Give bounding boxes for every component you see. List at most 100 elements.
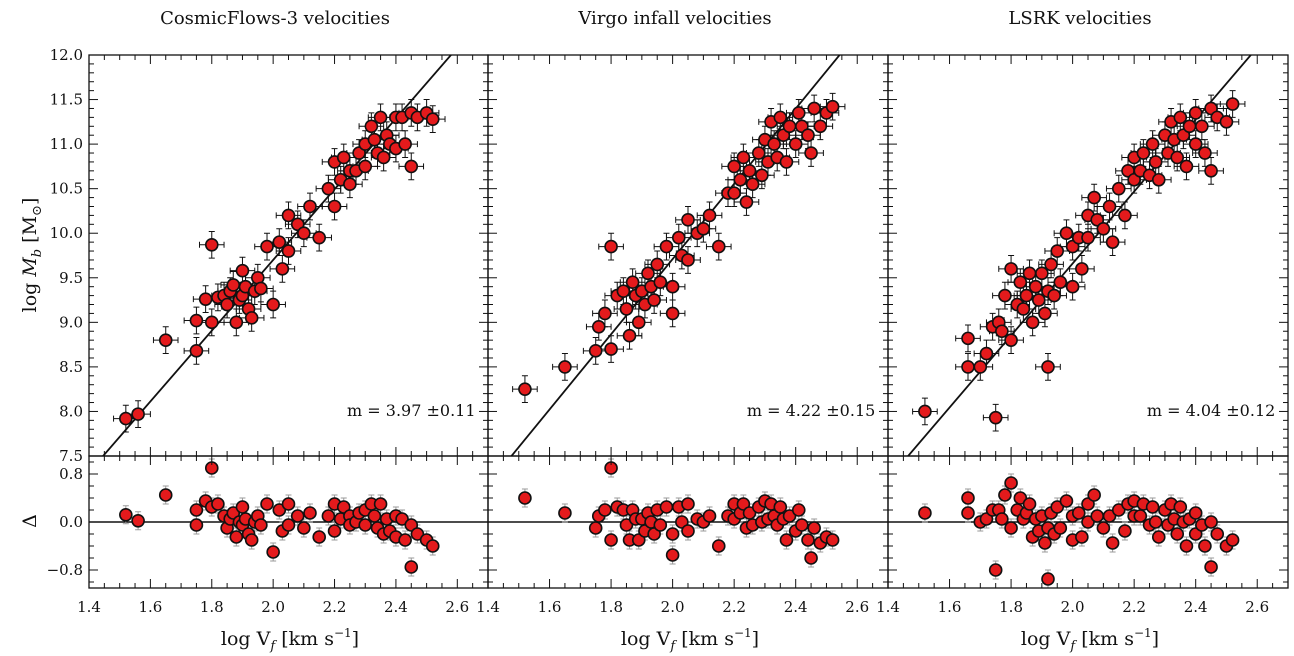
- data-point: [681, 213, 695, 227]
- residual-point: [158, 488, 173, 502]
- data-point: [681, 253, 695, 267]
- data-point: [189, 313, 204, 328]
- y-tick-label-top: 11.5: [50, 91, 83, 109]
- data-point: [1041, 360, 1055, 374]
- data-point: [518, 382, 532, 396]
- residual-point: [1148, 515, 1163, 529]
- data-point: [1102, 199, 1117, 214]
- data-point: [220, 297, 234, 312]
- x-tick-label: 2.2: [722, 598, 746, 616]
- residual-point: [1111, 503, 1126, 517]
- data-point: [198, 292, 213, 306]
- data-point: [1198, 146, 1212, 160]
- y-tick-label-top: 12.0: [50, 46, 83, 64]
- data-point: [631, 315, 646, 330]
- data-point: [229, 315, 244, 330]
- data-point: [653, 275, 668, 290]
- residual-point: [1151, 530, 1166, 544]
- residual-point: [211, 497, 225, 511]
- data-point: [336, 150, 351, 165]
- data-point: [625, 275, 640, 290]
- residual-point: [235, 500, 250, 514]
- residual-point: [395, 512, 409, 526]
- data-point: [591, 319, 606, 334]
- x-axis-label-3: log Vf [km s−1]: [1021, 626, 1159, 654]
- residual-point: [665, 548, 680, 562]
- y-tick-label-top: 10.5: [50, 180, 83, 198]
- residual-point: [410, 527, 425, 541]
- data-point: [1225, 97, 1240, 111]
- residual-point: [1004, 476, 1018, 490]
- residual-point: [1170, 527, 1185, 541]
- data-point: [303, 199, 317, 214]
- x-tick-label: 1.4: [77, 598, 101, 616]
- data-point: [404, 159, 419, 174]
- residual-point: [702, 509, 717, 523]
- residual-point: [327, 524, 342, 538]
- data-point: [647, 293, 661, 307]
- residual-point: [1210, 527, 1225, 541]
- data-point: [767, 137, 781, 151]
- data-point: [804, 146, 818, 160]
- residual-point: [998, 488, 1012, 502]
- residual-point: [1118, 524, 1132, 538]
- y-tick-label-top: 7.5: [59, 447, 83, 465]
- residual-point: [425, 539, 440, 553]
- data-point: [1044, 257, 1058, 272]
- data-point: [727, 186, 741, 200]
- x-tick-label: 2.6: [1245, 598, 1269, 616]
- y-tick-label-top: 9.5: [59, 269, 83, 287]
- data-point: [813, 119, 828, 134]
- data-point: [373, 110, 388, 125]
- residual-point: [1173, 500, 1188, 514]
- data-point: [988, 410, 1003, 425]
- residual-point: [988, 563, 1003, 577]
- x-tick-label: 2.0: [261, 598, 285, 616]
- data-point: [1087, 190, 1101, 205]
- data-point: [297, 226, 311, 241]
- data-point: [1075, 262, 1089, 276]
- residual-point: [918, 506, 932, 520]
- x-tick-label: 1.4: [476, 598, 500, 616]
- top-scatter-layer: [512, 92, 846, 404]
- x-tick-label: 2.0: [661, 598, 685, 616]
- residual-point: [653, 518, 668, 532]
- top-scatter-layer: [113, 99, 446, 433]
- data-point: [281, 208, 296, 223]
- residual-point: [1204, 560, 1218, 574]
- residual-point: [801, 533, 815, 547]
- residual-point: [367, 509, 382, 523]
- x-tick-label: 2.4: [1184, 598, 1208, 616]
- data-point: [189, 344, 204, 358]
- residual-point: [1145, 500, 1160, 514]
- data-point: [650, 257, 665, 272]
- data-point: [558, 360, 572, 374]
- data-point: [1047, 288, 1061, 303]
- data-point: [604, 342, 618, 356]
- slope-annotation: m = 4.22 ±0.15: [747, 401, 876, 420]
- data-point: [1219, 115, 1234, 129]
- residual-point: [254, 518, 268, 532]
- data-point: [773, 110, 788, 125]
- residual-point: [189, 518, 204, 532]
- y-tick-label-bottom: 0.8: [59, 465, 83, 483]
- y-tick-label-bottom: −0.8: [47, 561, 83, 579]
- y-tick-label-top: 11.0: [50, 135, 83, 153]
- data-point: [807, 101, 821, 116]
- residual-point: [558, 506, 572, 520]
- x-tick-label: 1.4: [876, 598, 900, 616]
- panels-container: 1.4 1.6 1.8 2.0 2.2 2.4 2.6 7.5 8.0 8.5 9.0 9.5 10.0…: [47, 46, 1289, 616]
- data-point: [204, 238, 219, 252]
- data-point: [1053, 275, 1068, 290]
- panel-title-2: Virgo infall velocities: [577, 8, 771, 29]
- residual-point: [1198, 539, 1212, 553]
- y-tick-label-top: 8.0: [59, 402, 83, 420]
- data-point: [702, 208, 717, 223]
- data-point: [244, 311, 259, 325]
- data-point: [1179, 159, 1194, 174]
- residual-point: [598, 503, 612, 517]
- y-tick-label-top: 10.0: [50, 224, 83, 242]
- data-point: [665, 306, 680, 321]
- data-point: [659, 239, 674, 254]
- y-tick-label-bottom: 0.0: [59, 513, 83, 531]
